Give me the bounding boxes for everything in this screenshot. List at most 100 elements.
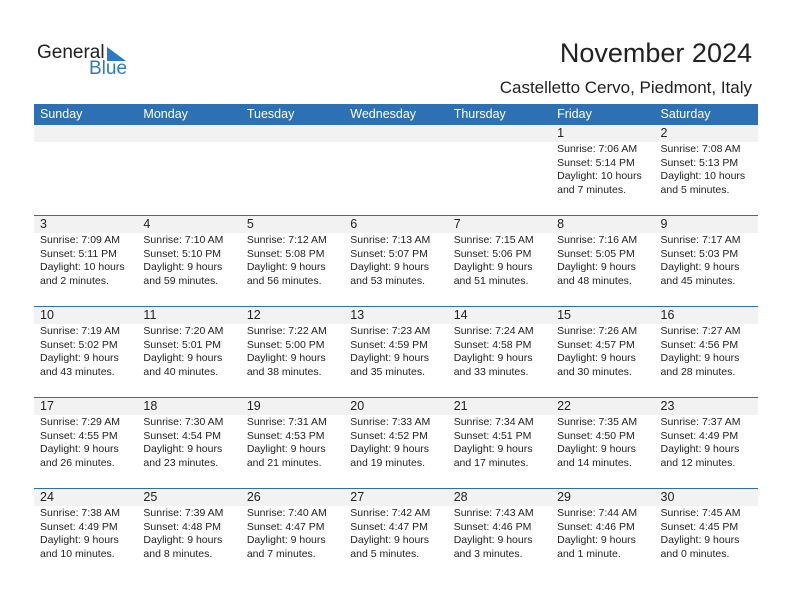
daylight-minutes-text: and 12 minutes. xyxy=(660,456,736,469)
daylight-text: Daylight: 9 hours xyxy=(246,352,326,364)
daylight-text: Daylight: 9 hours xyxy=(350,352,430,364)
sunrise-text: Sunrise: 7:10 AM xyxy=(143,234,224,246)
day-info: Sunrise: 7:26 AM Sunset: 4:57 PM Daylight:… xyxy=(551,324,654,379)
day-number: 26 xyxy=(240,489,345,506)
day-info: Sunrise: 7:10 AM Sunset: 5:10 PM Daylight:… xyxy=(137,233,240,288)
day-cell: 27 Sunrise: 7:42 AM Sunset: 4:47 PM Dayligh… xyxy=(344,489,448,579)
weekday-saturday: Saturday xyxy=(660,107,711,121)
sunset-text: Sunset: 5:00 PM xyxy=(246,338,325,351)
day-cell: 17 Sunrise: 7:29 AM Sunset: 4:55 PM Dayligh… xyxy=(34,398,138,488)
daylight-text: Daylight: 9 hours xyxy=(557,443,636,455)
daylight-text: Daylight: 9 hours xyxy=(143,443,223,455)
day-info: Sunrise: 7:19 AM Sunset: 5:02 PM Daylight:… xyxy=(34,324,137,379)
daylight-minutes-text: and 2 minutes. xyxy=(40,274,109,287)
daylight-text: Daylight: 9 hours xyxy=(40,352,119,364)
sunset-text: Sunset: 5:08 PM xyxy=(246,247,325,260)
daylight-minutes-text: and 3 minutes. xyxy=(453,547,523,560)
sunset-text: Sunset: 4:53 PM xyxy=(246,429,325,442)
week-row: 24 Sunrise: 7:38 AM Sunset: 4:49 PM Dayligh… xyxy=(34,488,758,579)
daylight-text: Daylight: 9 hours xyxy=(143,352,223,364)
day-info: Sunrise: 7:20 AM Sunset: 5:01 PM Daylight:… xyxy=(137,324,240,379)
daylight-text: Daylight: 10 hours xyxy=(557,170,642,182)
day-cell: 7 Sunrise: 7:15 AM Sunset: 5:06 PM Daylight… xyxy=(447,216,552,306)
day-cell: 23 Sunrise: 7:37 AM Sunset: 4:49 PM Dayligh… xyxy=(654,398,758,488)
day-cell: 12 Sunrise: 7:22 AM Sunset: 5:00 PM Dayligh… xyxy=(240,307,345,397)
sunset-text: Sunset: 4:48 PM xyxy=(143,520,222,533)
day-number: 23 xyxy=(654,398,758,415)
daylight-text: Daylight: 9 hours xyxy=(453,352,533,364)
day-info: Sunrise: 7:09 AM Sunset: 5:11 PM Daylight:… xyxy=(34,233,137,288)
sunrise-text: Sunrise: 7:33 AM xyxy=(350,416,431,428)
day-cell: 19 Sunrise: 7:31 AM Sunset: 4:53 PM Dayligh… xyxy=(240,398,345,488)
daylight-minutes-text: and 14 minutes. xyxy=(557,456,632,469)
daylight-minutes-text: and 35 minutes. xyxy=(350,365,425,378)
empty-day-cell xyxy=(344,125,448,215)
daylight-minutes-text: and 1 minute. xyxy=(557,547,621,560)
sunrise-text: Sunrise: 7:23 AM xyxy=(350,325,431,337)
day-number: 1 xyxy=(551,125,655,142)
weekday-thursday: Thursday xyxy=(453,107,506,121)
sunset-text: Sunset: 5:07 PM xyxy=(350,247,428,260)
sunset-text: Sunset: 5:05 PM xyxy=(557,247,635,260)
daylight-text: Daylight: 9 hours xyxy=(350,261,430,273)
day-cell: 24 Sunrise: 7:38 AM Sunset: 4:49 PM Dayligh… xyxy=(34,489,138,579)
sunrise-text: Sunrise: 7:43 AM xyxy=(453,507,534,519)
sunrise-text: Sunrise: 7:09 AM xyxy=(40,234,120,246)
day-number: 21 xyxy=(447,398,552,415)
sunrise-text: Sunrise: 7:06 AM xyxy=(557,143,638,155)
daylight-text: Daylight: 9 hours xyxy=(350,443,430,455)
sunset-text: Sunset: 4:47 PM xyxy=(350,520,428,533)
sunrise-text: Sunrise: 7:31 AM xyxy=(246,416,327,428)
sunset-text: Sunset: 4:50 PM xyxy=(557,429,635,442)
day-info: Sunrise: 7:29 AM Sunset: 4:55 PM Daylight:… xyxy=(34,415,137,470)
daylight-minutes-text: and 5 minutes. xyxy=(350,547,420,560)
sunset-text: Sunset: 4:54 PM xyxy=(143,429,222,442)
day-cell: 1 Sunrise: 7:06 AM Sunset: 5:14 PM Daylight… xyxy=(551,125,655,215)
daylight-minutes-text: and 59 minutes. xyxy=(143,274,219,287)
day-info: Sunrise: 7:27 AM Sunset: 4:56 PM Daylight:… xyxy=(655,324,758,379)
day-number: 18 xyxy=(137,398,241,415)
daylight-text: Daylight: 9 hours xyxy=(557,352,636,364)
sunrise-text: Sunrise: 7:44 AM xyxy=(557,507,638,519)
calendar-grid: Sunday Monday Tuesday Wednesday Thursday Frid… xyxy=(34,104,758,579)
daylight-text: Daylight: 10 hours xyxy=(660,170,746,182)
weekday-wednesday: Wednesday xyxy=(350,107,417,121)
sunset-text: Sunset: 5:06 PM xyxy=(453,247,532,260)
day-number: 2 xyxy=(654,125,758,142)
empty-day-cell xyxy=(447,125,552,215)
logo-triangle-icon xyxy=(107,47,126,61)
empty-day-cell xyxy=(137,125,241,215)
daylight-text: Daylight: 9 hours xyxy=(143,534,223,546)
weekday-tuesday: Tuesday xyxy=(246,107,295,121)
day-cell: 20 Sunrise: 7:33 AM Sunset: 4:52 PM Dayligh… xyxy=(344,398,448,488)
day-cell: 8 Sunrise: 7:16 AM Sunset: 5:05 PM Daylight… xyxy=(551,216,655,306)
week-row: 17 Sunrise: 7:29 AM Sunset: 4:55 PM Dayligh… xyxy=(34,397,758,488)
day-cell: 9 Sunrise: 7:17 AM Sunset: 5:03 PM Daylight… xyxy=(654,216,758,306)
daylight-text: Daylight: 9 hours xyxy=(557,261,636,273)
day-number: 3 xyxy=(34,216,138,233)
sunset-text: Sunset: 4:52 PM xyxy=(350,429,428,442)
day-info: Sunrise: 7:12 AM Sunset: 5:08 PM Daylight:… xyxy=(241,233,344,288)
day-info: Sunrise: 7:37 AM Sunset: 4:49 PM Daylight:… xyxy=(655,415,758,470)
day-number: 28 xyxy=(447,489,552,506)
day-info: Sunrise: 7:08 AM Sunset: 5:13 PM Daylight:… xyxy=(655,142,758,197)
sunrise-text: Sunrise: 7:37 AM xyxy=(660,416,741,428)
day-cell: 21 Sunrise: 7:34 AM Sunset: 4:51 PM Dayligh… xyxy=(447,398,552,488)
sunset-text: Sunset: 5:13 PM xyxy=(660,156,739,169)
day-number xyxy=(447,125,552,142)
sunset-text: Sunset: 4:56 PM xyxy=(660,338,739,351)
day-number: 30 xyxy=(654,489,758,506)
daylight-text: Daylight: 9 hours xyxy=(143,261,223,273)
day-number: 5 xyxy=(240,216,345,233)
sunrise-text: Sunrise: 7:30 AM xyxy=(143,416,224,428)
daylight-text: Daylight: 9 hours xyxy=(453,261,533,273)
sunrise-text: Sunrise: 7:20 AM xyxy=(143,325,224,337)
daylight-text: Daylight: 9 hours xyxy=(453,534,533,546)
day-number: 8 xyxy=(551,216,655,233)
daylight-minutes-text: and 0 minutes. xyxy=(660,547,730,560)
daylight-text: Daylight: 9 hours xyxy=(557,534,636,546)
daylight-minutes-text: and 21 minutes. xyxy=(246,456,322,469)
daylight-text: Daylight: 9 hours xyxy=(660,261,740,273)
day-number: 14 xyxy=(447,307,552,324)
